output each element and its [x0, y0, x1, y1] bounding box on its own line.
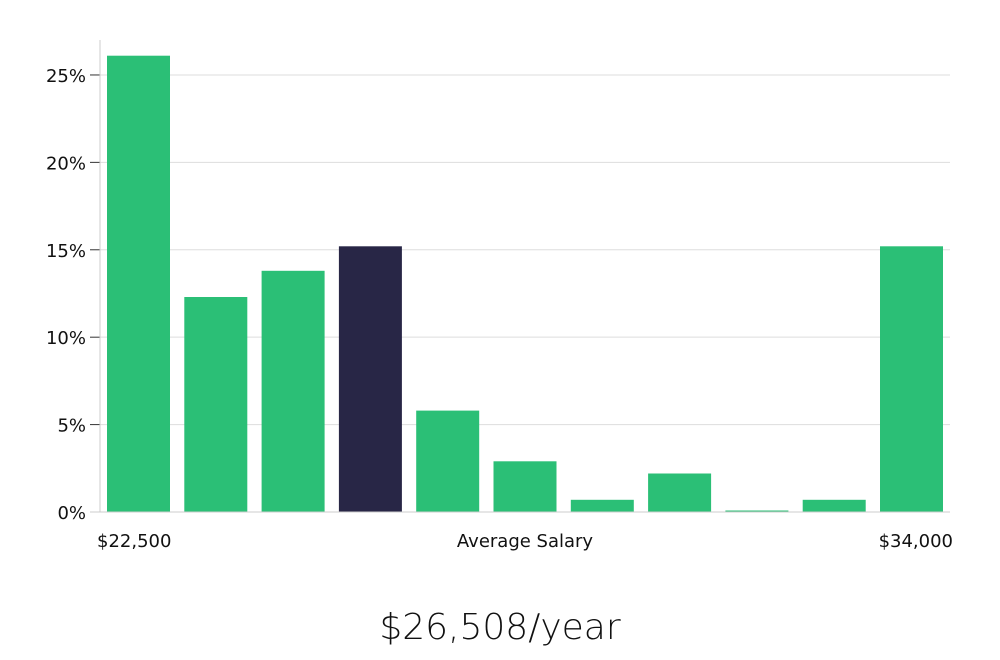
- average-salary-value: $26,508/year: [379, 607, 621, 648]
- salary-histogram: 0%5%10%15%20%25% $22,500 Average Salary …: [46, 40, 953, 552]
- histogram-bar: [261, 270, 325, 512]
- histogram-bar: [493, 461, 557, 512]
- y-tick-label: 15%: [46, 241, 86, 262]
- histogram-bar: [570, 499, 634, 512]
- histogram-bar: [880, 246, 943, 513]
- y-tick-label: 20%: [46, 153, 86, 174]
- y-axis-ticks: 0% 5% 10% 15% 20% 25%: [46, 66, 100, 524]
- x-min-label: $22,500: [97, 531, 171, 552]
- histogram-bar: [802, 499, 866, 512]
- histogram-bar: [107, 55, 170, 512]
- y-tick-label: 10%: [46, 328, 86, 349]
- histogram-bar: [184, 297, 248, 512]
- y-tick-label: 5%: [57, 416, 86, 437]
- histogram-bar: [725, 510, 789, 512]
- histogram-bar: [416, 410, 480, 512]
- y-tick-label: 25%: [46, 66, 86, 87]
- histogram-bar: [648, 473, 712, 512]
- x-max-label: $34,000: [879, 531, 953, 552]
- histogram-bar-highlighted: [338, 246, 402, 513]
- bars: [107, 55, 943, 513]
- y-tick-label: 0%: [57, 503, 86, 524]
- x-axis-title: Average Salary: [457, 531, 594, 552]
